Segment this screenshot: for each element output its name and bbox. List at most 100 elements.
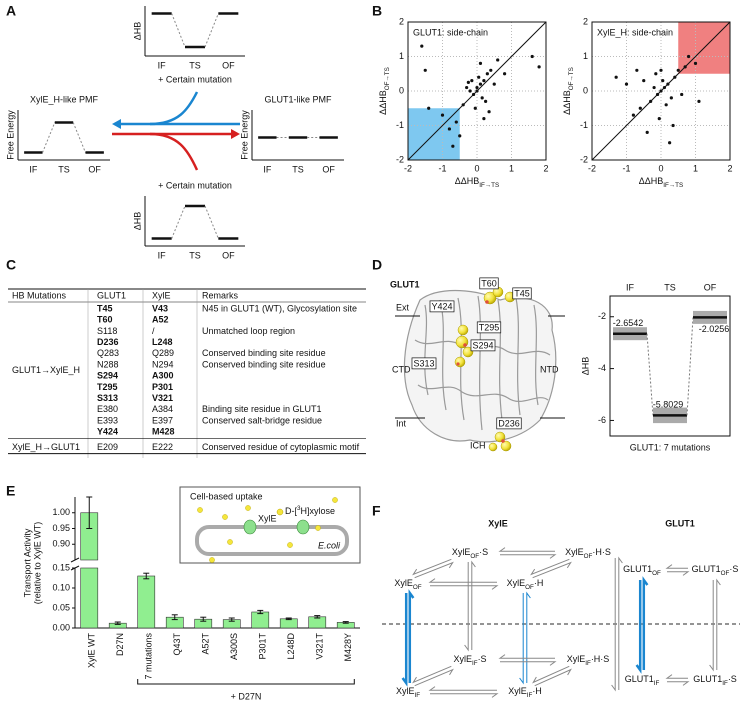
point xyxy=(465,85,469,90)
table-cell: T295 xyxy=(97,382,118,392)
state-node-part: OF xyxy=(470,553,479,560)
x-tick-label: 2 xyxy=(727,163,732,173)
residue-label: T60 xyxy=(481,278,497,288)
panel-label: C xyxy=(6,257,16,273)
equilibrium-arrow xyxy=(412,558,454,579)
y-tick-label: 0 xyxy=(583,85,588,95)
state-node: XylEIF·H xyxy=(508,686,542,698)
point xyxy=(478,82,483,86)
equilibrium-arrow xyxy=(428,686,499,698)
point xyxy=(530,54,534,59)
table-cell: Conserved salt-bridge residue xyxy=(202,415,322,425)
value-label: -2.0256 xyxy=(699,324,730,334)
point xyxy=(652,85,656,90)
point xyxy=(680,92,684,97)
arrow-head xyxy=(231,129,240,139)
legend-text-part: D-[ xyxy=(285,506,297,516)
table-cell: S313 xyxy=(97,393,118,403)
point xyxy=(669,96,673,100)
x-tick-label: 2 xyxy=(543,163,548,173)
label-box xyxy=(429,300,455,313)
y-axis-label: ΔΔHBOF→TS xyxy=(378,67,390,115)
point xyxy=(423,68,427,72)
state-label: OF xyxy=(704,282,717,292)
point xyxy=(661,79,665,83)
equilibrium-arrow xyxy=(611,556,623,692)
state-node-part: IF xyxy=(722,680,728,687)
connector xyxy=(646,333,654,416)
state-label: TS xyxy=(58,164,70,174)
point xyxy=(664,103,668,107)
arrow xyxy=(149,132,199,171)
y-tick-label: 1 xyxy=(583,51,588,61)
residue-label: T45 xyxy=(514,288,530,298)
point xyxy=(655,92,660,97)
y-axis-label: Free Energy xyxy=(5,110,15,160)
state-node: XylEOF·H·S xyxy=(565,547,611,559)
plot-frame xyxy=(407,21,547,161)
x-tick-label: 0 xyxy=(658,163,663,173)
state-node-part: GLUT1 xyxy=(692,564,721,574)
diagram-title: XylE xyxy=(488,518,508,528)
point xyxy=(676,68,680,72)
label-box xyxy=(512,287,532,300)
equilibrium-arrow xyxy=(464,560,476,652)
point xyxy=(654,72,658,76)
point xyxy=(466,80,470,84)
table-cell: L248 xyxy=(152,337,173,347)
y-tick-label: 0.15 xyxy=(52,562,70,572)
table-header: HB Mutations xyxy=(12,290,67,300)
residue-label: S313 xyxy=(413,358,434,368)
point xyxy=(659,89,663,93)
substrate-dot xyxy=(222,514,228,520)
arrow xyxy=(149,91,199,126)
state-node-part: XylE xyxy=(396,686,415,696)
x-tick-label: P301T xyxy=(258,633,268,660)
y-tick-label: -4 xyxy=(598,363,606,373)
table-cell: T45 xyxy=(97,303,113,313)
state-label: TS xyxy=(664,282,676,292)
y-tick-label: 2 xyxy=(399,16,404,26)
table-cell: / xyxy=(152,326,155,336)
domain-label: CTD xyxy=(392,364,411,374)
state-node: XylEIF·S xyxy=(453,654,486,666)
x-tick-label: L248D xyxy=(286,633,296,660)
x-tick-label: D27N xyxy=(115,633,125,656)
point xyxy=(468,89,472,93)
equilibrium-arrow xyxy=(498,547,557,559)
legend-text-part: 3 xyxy=(297,505,301,512)
y-tick-label: 0.10 xyxy=(52,582,70,592)
state-node-part: ·H·S xyxy=(591,654,610,664)
point xyxy=(645,130,649,134)
substrate-dot xyxy=(197,507,203,513)
state-label: OF xyxy=(88,164,101,174)
legend-dot xyxy=(276,508,284,516)
state-label: IF xyxy=(29,164,38,174)
label-box xyxy=(411,357,437,370)
point xyxy=(440,113,445,117)
y-axis-label: Free Energy xyxy=(239,110,249,160)
bar xyxy=(137,575,156,629)
panel-label: E xyxy=(6,483,15,499)
x-tick-label: -2 xyxy=(588,163,596,173)
state-node-part: IF xyxy=(527,692,533,699)
point xyxy=(482,117,486,121)
y-axis-label-part: OF→TS xyxy=(384,67,391,90)
plot-frame xyxy=(609,295,731,437)
state-node-part: ·S xyxy=(729,564,738,574)
equilibrium-arrow xyxy=(665,674,690,686)
equilibrium-arrow xyxy=(519,591,531,685)
table-cell: A384 xyxy=(152,404,173,414)
point xyxy=(471,92,476,97)
table-cell: N294 xyxy=(152,359,174,369)
y-tick-label: 1 xyxy=(399,51,404,61)
state-node-part: XylE xyxy=(565,547,584,557)
table-cell: Q289 xyxy=(152,348,174,358)
y-tick-label: -1 xyxy=(396,120,404,130)
x-axis-label: ΔΔHBIF→TS xyxy=(455,176,499,188)
state-node: GLUT1IF xyxy=(625,674,660,686)
state-label: OF xyxy=(222,60,235,70)
state-node-part: XylE xyxy=(453,654,472,664)
cell xyxy=(195,525,349,556)
state-node: XylEIF xyxy=(396,686,420,698)
